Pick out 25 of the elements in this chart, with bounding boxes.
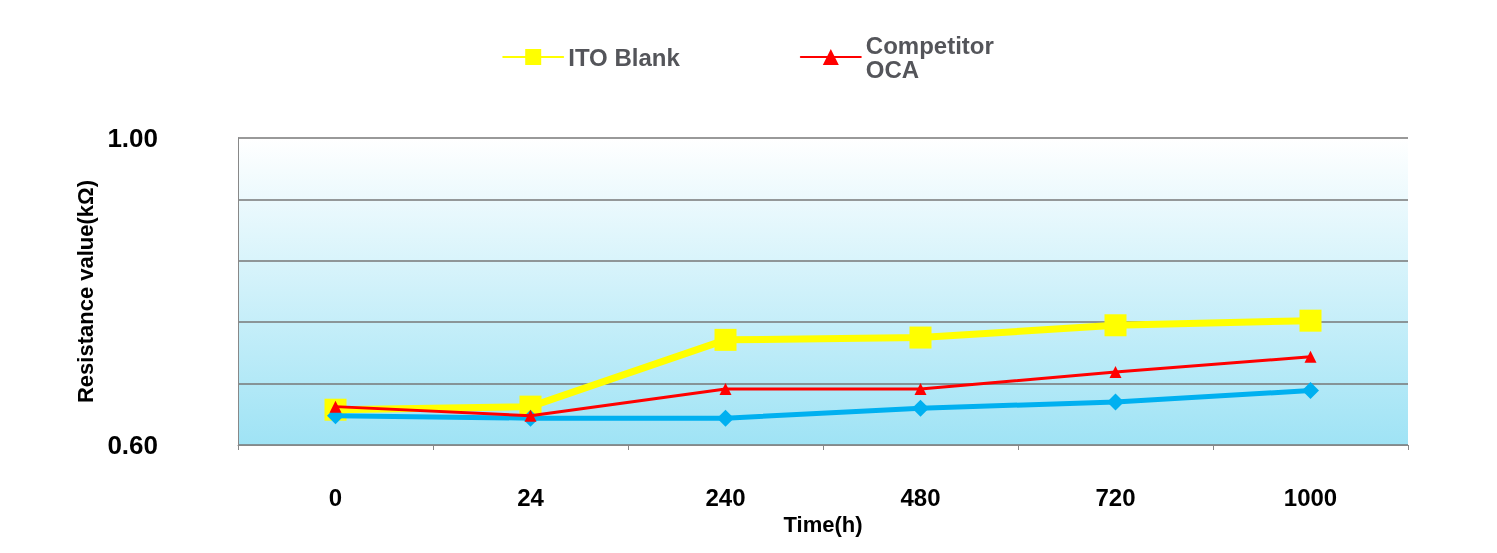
x-tick-label: 720 [1095, 483, 1136, 511]
x-tick-label: 240 [705, 483, 746, 511]
y-tick-label: 0.60 [107, 430, 158, 460]
point [719, 382, 732, 395]
point [914, 382, 927, 395]
legend-label: Competitor OCA [865, 31, 994, 83]
x-tick-label: 0 [328, 483, 343, 511]
point [1299, 309, 1322, 332]
x-axis-title: Time(h) [783, 512, 863, 538]
point [1109, 366, 1122, 379]
point [1104, 314, 1127, 337]
point [1304, 350, 1317, 363]
legend-label: ITO Blank [568, 43, 681, 71]
x-tick-label: 1000 [1283, 483, 1338, 511]
point [912, 399, 929, 417]
y-tick-label: 1.00 [107, 123, 158, 153]
point [1302, 382, 1319, 400]
point [1107, 393, 1124, 411]
point [714, 328, 737, 351]
y-axis-title: Resistance value(kΩ) [73, 179, 98, 404]
point [909, 326, 932, 349]
point [717, 409, 734, 427]
point [524, 409, 537, 422]
x-tick-label: 480 [900, 483, 941, 511]
x-tick-label: 24 [517, 483, 545, 511]
